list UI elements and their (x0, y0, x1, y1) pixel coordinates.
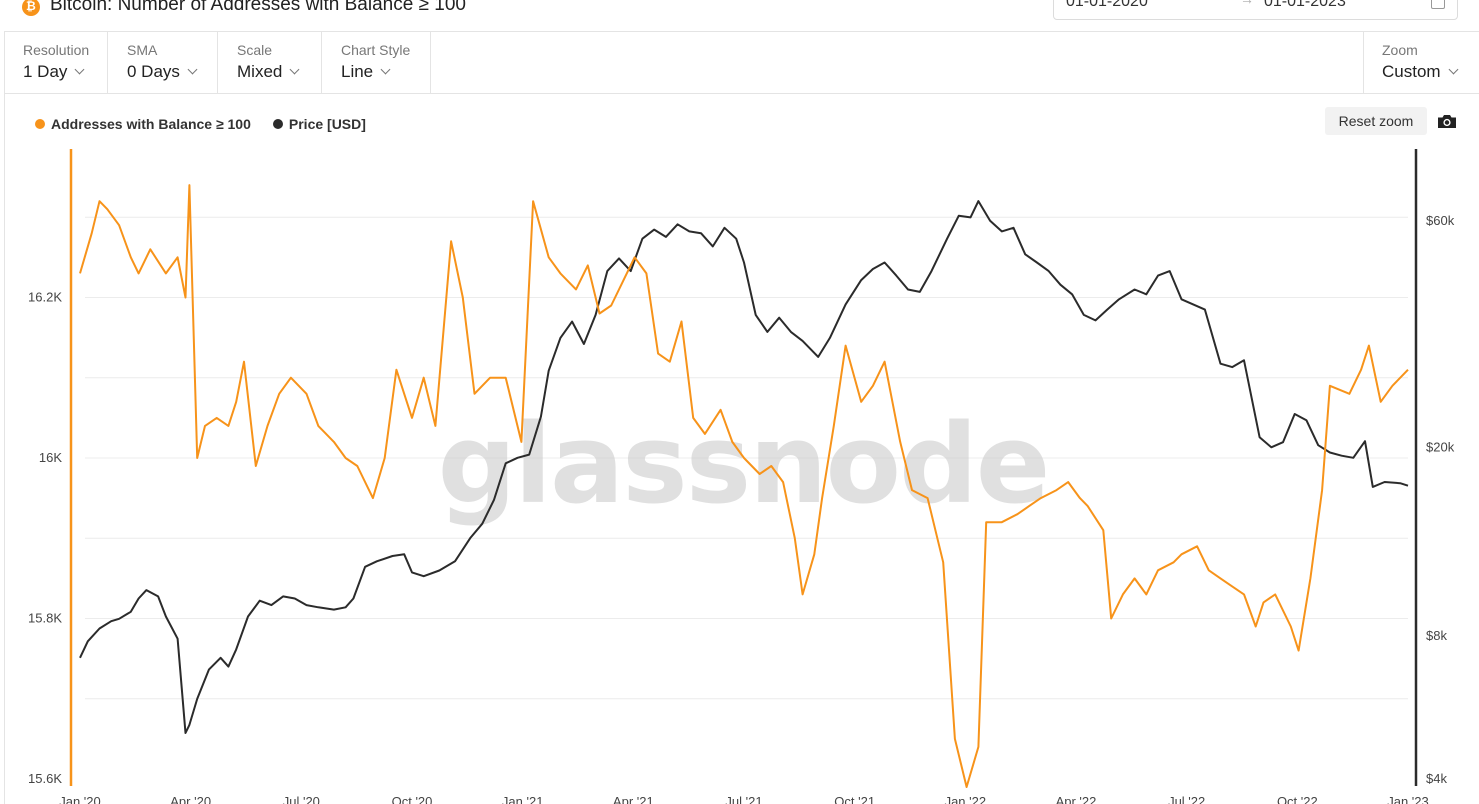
watermark: glassnode (438, 400, 1049, 528)
left-axis: 15.6K 15.8K 16K 16.2K (28, 289, 62, 786)
x-tick-label: Jan '23 (1387, 794, 1429, 804)
addresses-series-line[interactable] (79, 184, 1409, 788)
date-range-picker[interactable]: 01-01-2020 → 01-01-2023 (1053, 0, 1458, 20)
sma-select[interactable]: SMA 0 Days (109, 32, 218, 94)
chart-legend: Addresses with Balance ≥ 100 Price [USD] (35, 116, 366, 132)
page-title: Bitcoin: Number of Addresses with Balanc… (50, 0, 466, 15)
x-tick-label: Oct '21 (834, 794, 875, 804)
x-tick-label: Apr '21 (613, 794, 654, 804)
x-tick-label: Jan '22 (945, 794, 987, 804)
left-tick-label: 15.6K (28, 771, 62, 786)
zoom-value: Custom (1382, 62, 1441, 81)
chevron-down-icon (74, 64, 85, 75)
x-tick-label: Apr '22 (1056, 794, 1097, 804)
arrow-right-icon: → (1240, 0, 1254, 7)
chevron-down-icon (1448, 64, 1459, 75)
chevron-down-icon (187, 64, 198, 75)
calendar-icon[interactable] (1431, 0, 1445, 9)
legend-dot-price (272, 119, 283, 129)
x-tick-label: Apr '20 (170, 794, 211, 804)
sma-value: 0 Days (127, 62, 180, 81)
price-series-line[interactable] (79, 200, 1409, 734)
resolution-value: 1 Day (23, 62, 68, 81)
zoom-select[interactable]: Zoom Custom (1363, 32, 1479, 94)
chart-toolbar: Resolution 1 Day SMA 0 Days Scale Mixed … (4, 31, 1479, 94)
sma-label: SMA (127, 42, 158, 58)
scale-value: Mixed (237, 62, 283, 81)
chart-area: Addresses with Balance ≥ 100 Price [USD]… (4, 94, 1479, 804)
legend-item-price[interactable]: Price [USD] (272, 116, 366, 132)
x-tick-label: Jan '21 (502, 794, 544, 804)
legend-item-addresses[interactable]: Addresses with Balance ≥ 100 (35, 116, 251, 132)
date-end[interactable]: 01-01-2023 (1264, 0, 1346, 10)
grid-lines (85, 216, 1408, 700)
x-tick-label: Jul '21 (725, 794, 762, 804)
resolution-label: Resolution (23, 42, 90, 58)
legend-label-price: Price [USD] (288, 116, 366, 132)
bitcoin-icon (22, 0, 40, 16)
x-tick-label: Jul '22 (1168, 794, 1205, 804)
camera-icon[interactable] (1437, 114, 1457, 129)
resolution-select[interactable]: Resolution 1 Day (5, 32, 108, 94)
chevron-down-icon (289, 64, 300, 75)
legend-label-addresses: Addresses with Balance ≥ 100 (51, 116, 251, 132)
x-tick-label: Oct '22 (1277, 794, 1318, 804)
chevron-down-icon (380, 64, 391, 75)
scale-select[interactable]: Scale Mixed (219, 32, 322, 94)
x-tick-label: Jan '20 (59, 794, 101, 804)
x-tick-label: Jul '20 (283, 794, 320, 804)
chart-style-select[interactable]: Chart Style Line (323, 32, 431, 94)
title-bar: Bitcoin: Number of Addresses with Balanc… (0, 0, 1479, 32)
reset-zoom-button[interactable]: Reset zoom (1325, 107, 1427, 135)
right-tick-label: $8k (1426, 628, 1447, 643)
right-tick-label: $20k (1426, 439, 1455, 454)
scale-label: Scale (237, 42, 273, 58)
x-axis: Jan '20 Apr '20 Jul '20 Oct '20 Jan '21 Apr '… (59, 794, 1429, 804)
date-start[interactable]: 01-01-2020 (1066, 0, 1148, 10)
legend-dot-addresses (35, 119, 45, 129)
chart-style-label: Chart Style (341, 42, 411, 58)
left-tick-label: 15.8K (28, 610, 62, 625)
chart-style-value: Line (341, 62, 374, 81)
left-tick-label: 16K (39, 450, 62, 465)
right-tick-label: $60k (1426, 213, 1455, 228)
left-tick-label: 16.2K (28, 289, 62, 304)
x-tick-label: Oct '20 (392, 794, 433, 804)
zoom-label: Zoom (1382, 42, 1418, 58)
right-tick-label: $4k (1426, 771, 1447, 786)
right-axis: $4k $8k $20k $60k (1426, 213, 1455, 786)
